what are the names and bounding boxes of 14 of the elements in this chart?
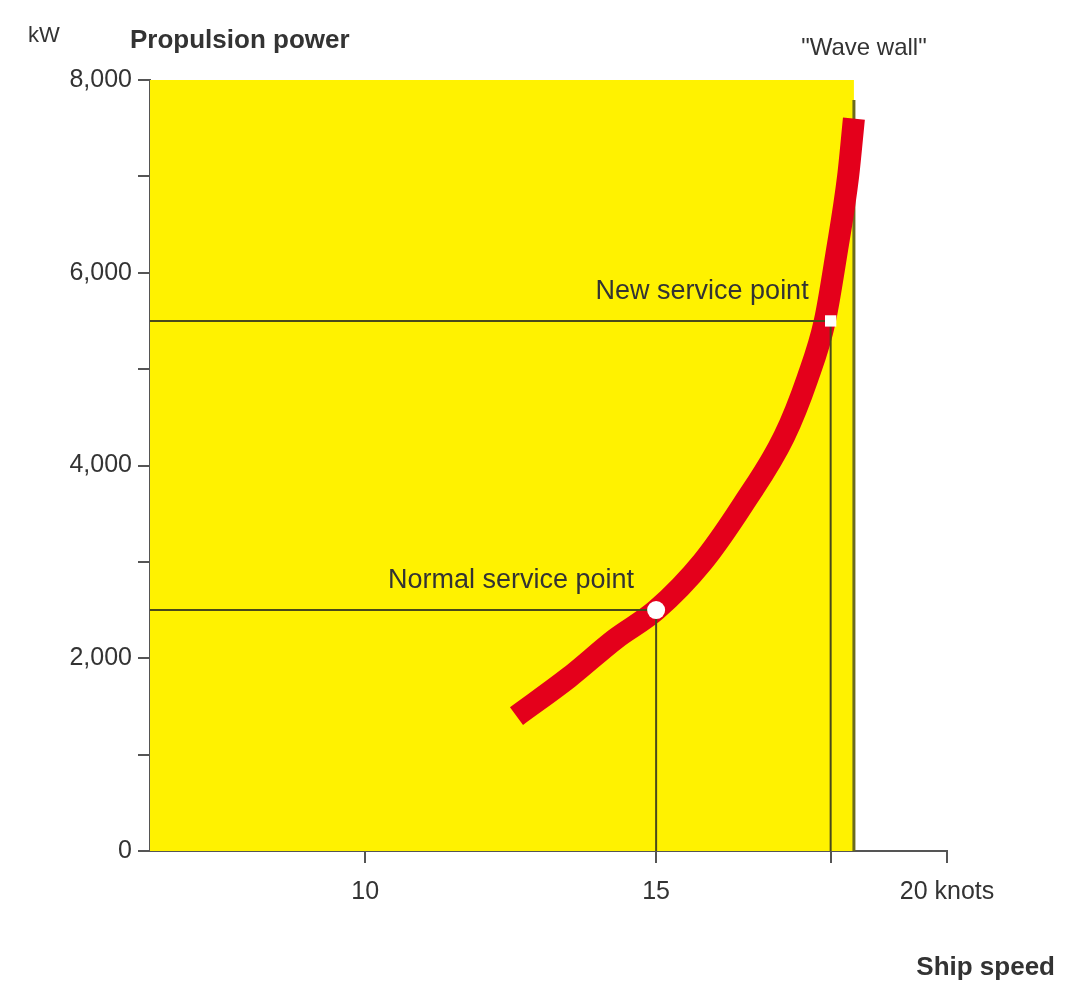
- annotation: New service point: [595, 274, 810, 305]
- y-tick-label: 6,000: [69, 256, 132, 285]
- y-axis-title: kW: [28, 22, 60, 47]
- y-tick-label: 4,000: [69, 449, 132, 478]
- x-tick-label: 10: [351, 875, 380, 904]
- ref-line-label: "Wave wall": [801, 33, 927, 60]
- y-tick-label: 8,000: [69, 63, 132, 92]
- x-tick-label: 15: [642, 875, 671, 904]
- y-tick-label: 2,000: [69, 642, 132, 671]
- annotation: Normal service point: [388, 564, 635, 595]
- chart-title: Propulsion power: [130, 24, 350, 54]
- x-axis-title: Ship speed: [916, 951, 1055, 981]
- x-tick-label: 20 knots: [899, 875, 995, 904]
- y-tick-label: 0: [118, 834, 132, 863]
